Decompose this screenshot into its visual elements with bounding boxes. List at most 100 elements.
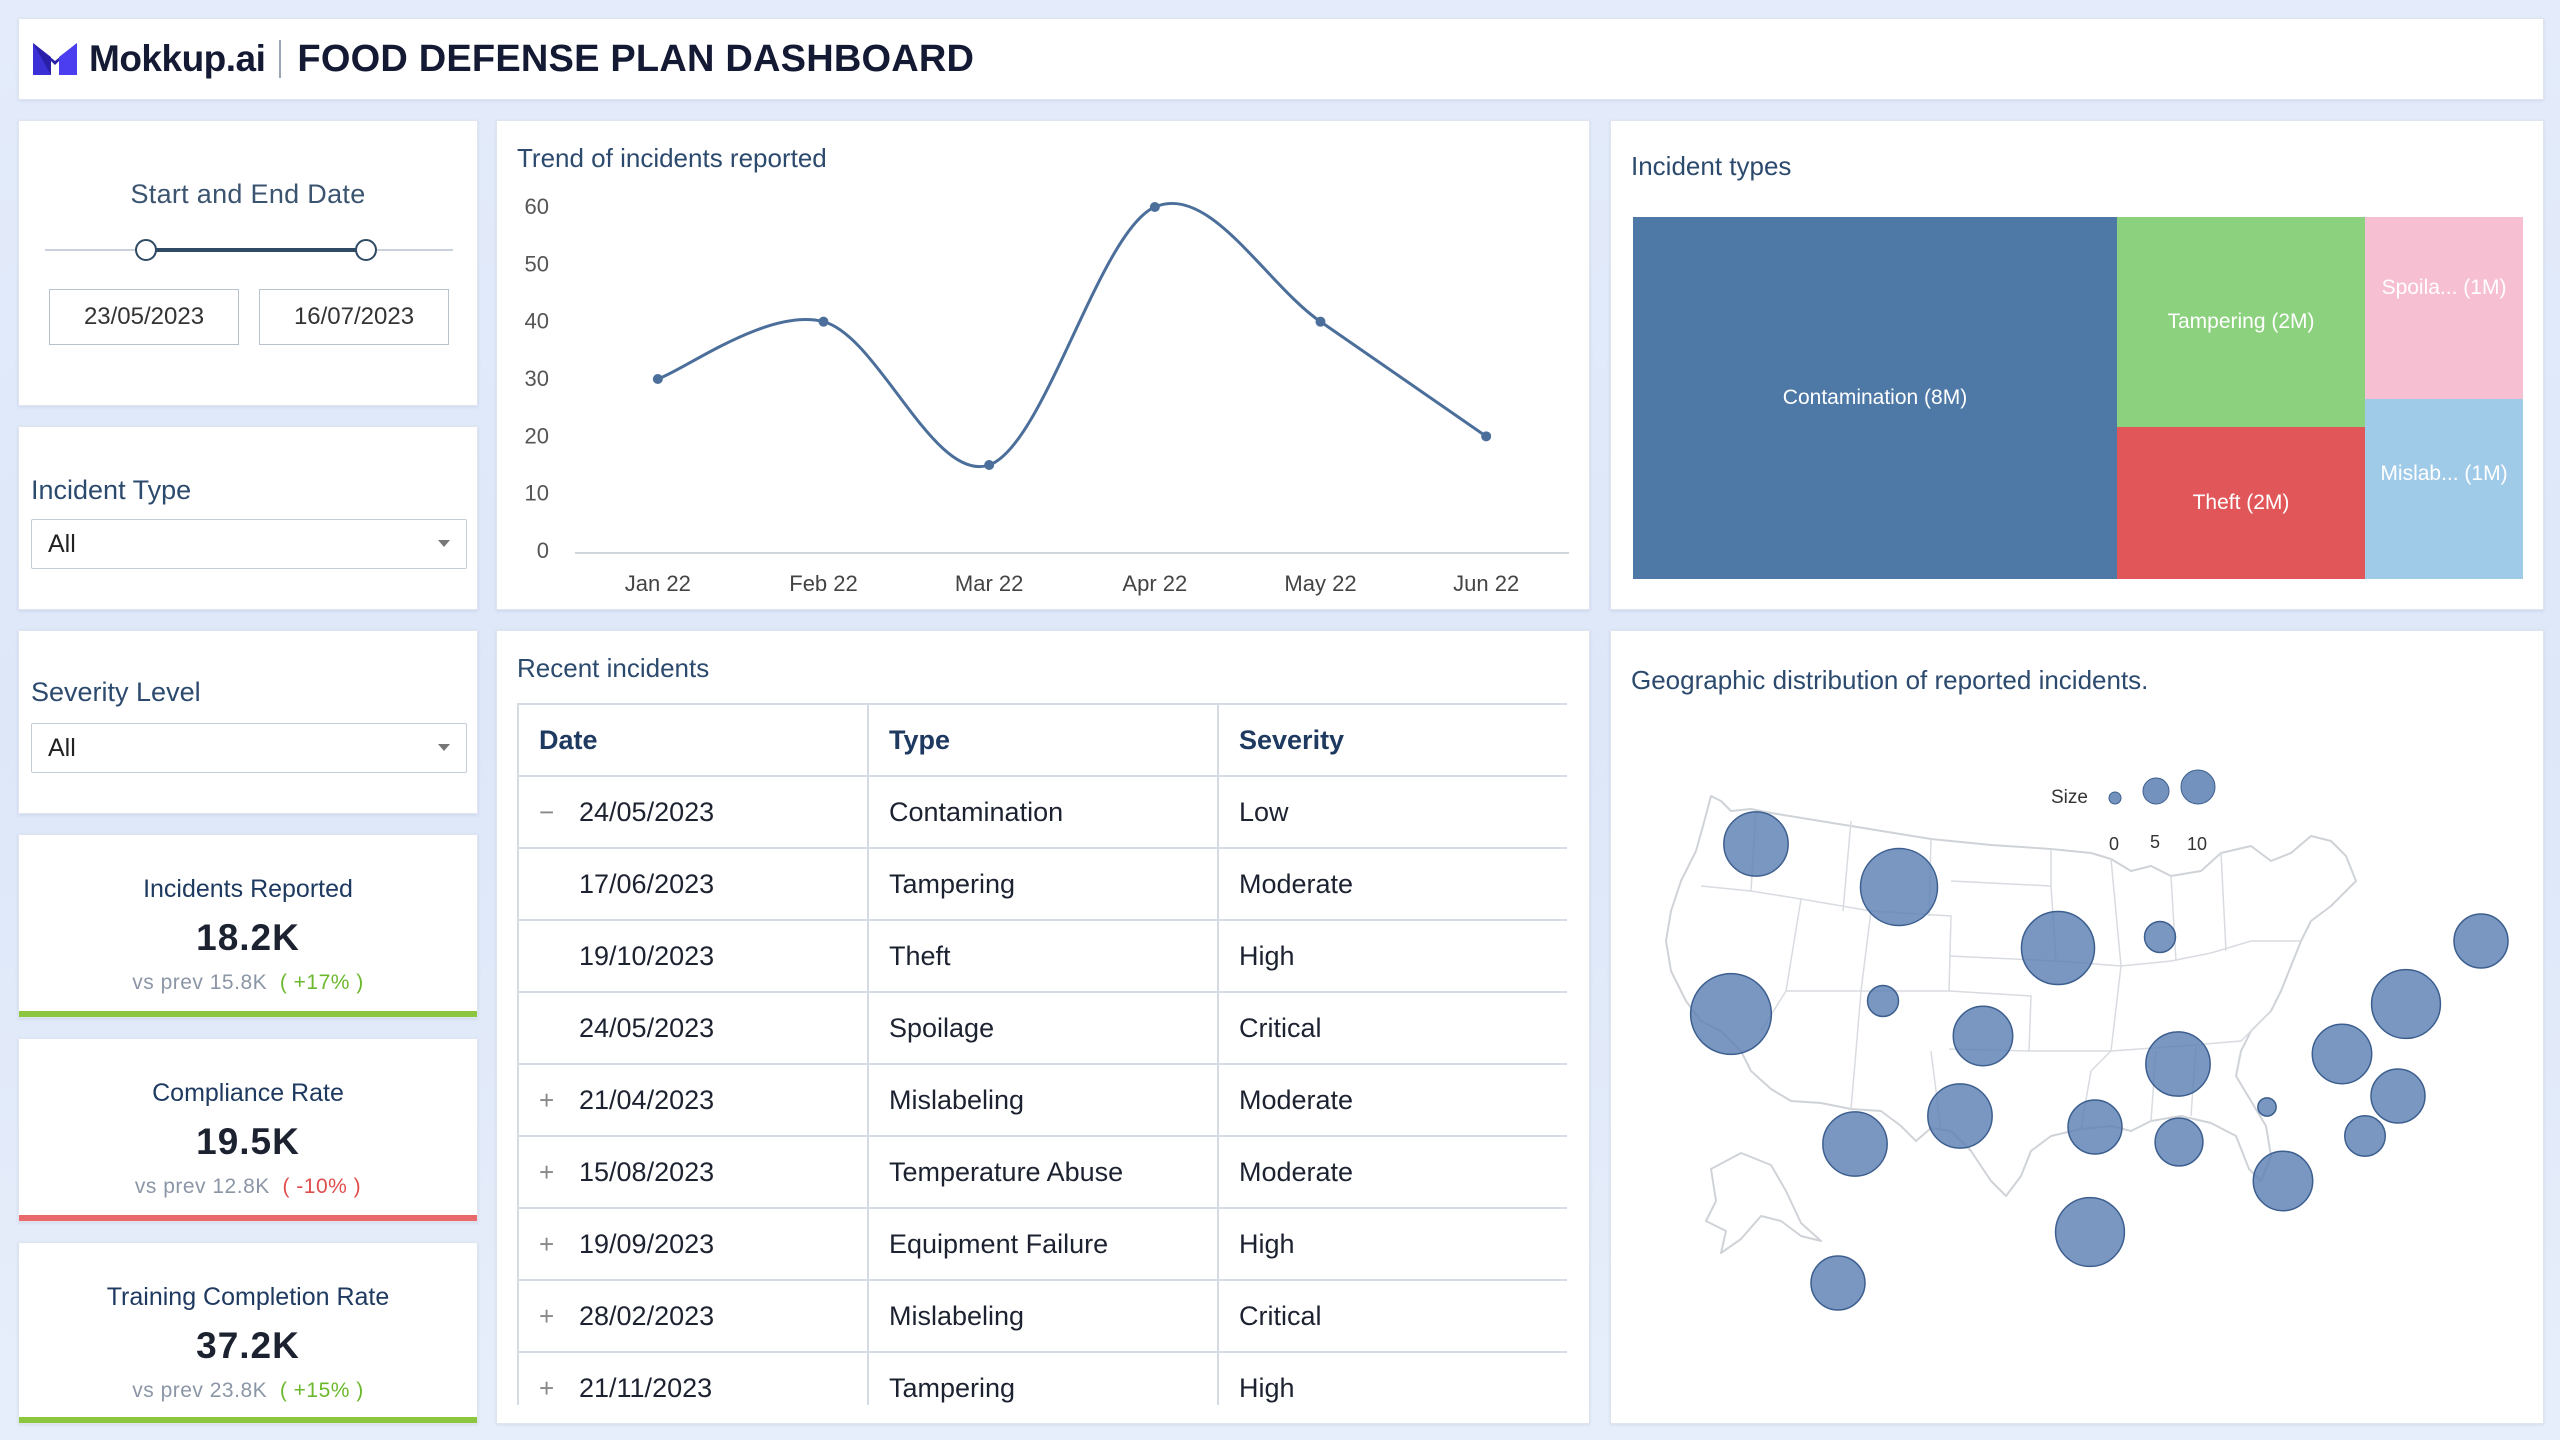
table-row[interactable]: +21/04/2023 Mislabeling Moderate — [517, 1063, 1567, 1137]
incident-type-label: Incident Type — [31, 475, 192, 505]
treemap-label: Tampering (2M) — [2167, 310, 2315, 333]
treemap-cell-tampering[interactable]: Tampering (2M) — [2117, 217, 2365, 427]
end-date-input[interactable]: 16/07/2023 — [259, 289, 449, 345]
cell-severity: High — [1217, 1207, 1567, 1281]
y-tick-label: 0 — [537, 538, 549, 563]
cell-type: Theft — [867, 919, 1219, 993]
expand-icon[interactable]: + — [539, 1372, 555, 1403]
severity-level-select[interactable]: All — [31, 723, 467, 773]
expand-icon[interactable]: + — [539, 1228, 555, 1259]
kpi-title: Training Completion Rate — [106, 1283, 390, 1311]
y-tick-label: 20 — [525, 423, 549, 448]
y-tick-label: 30 — [525, 366, 549, 391]
map-bubble[interactable] — [2453, 913, 2509, 969]
map-bubble[interactable] — [1866, 984, 1900, 1018]
trend-data-point[interactable] — [1315, 316, 1326, 327]
legend-bubble-medium — [2142, 777, 2170, 805]
treemap-cell-mislabeling[interactable]: Mislab... (1M) — [2365, 399, 2523, 579]
map-bubble[interactable] — [1810, 1255, 1866, 1311]
legend-title: Size — [2051, 787, 2088, 808]
legend-tick-10: 10 — [2187, 834, 2207, 854]
trend-data-point[interactable] — [984, 460, 995, 470]
kpi-prev-value: vs prev 12.8K — [134, 1175, 270, 1198]
geo-distribution-card: Geographic distribution of reported inci… — [1610, 630, 2544, 1424]
trend-data-point[interactable] — [652, 374, 663, 384]
size-legend: Size 0 5 10 — [2051, 769, 2216, 854]
recent-incidents-table-container[interactable]: Date Type Severity −24/05/2023 Contaminat… — [517, 703, 1567, 1405]
cell-date: −24/05/2023 — [517, 775, 869, 849]
kpi-title: Compliance Rate — [152, 1079, 344, 1107]
trend-data-point[interactable] — [1149, 202, 1160, 212]
date-slider-start-handle[interactable] — [135, 239, 157, 261]
cell-severity: Moderate — [1217, 1135, 1567, 1209]
header-divider — [279, 40, 282, 78]
column-header-type[interactable]: Type — [867, 703, 1219, 777]
trend-chart-card: Trend of incidents reported 0 10 20 30 40 50 6… — [496, 120, 1590, 610]
map-bubble[interactable] — [2252, 1150, 2314, 1212]
map-bubble[interactable] — [2370, 968, 2442, 1040]
trend-series-line — [657, 202, 1488, 469]
table-row[interactable]: +28/02/2023 Mislabeling Critical — [517, 1279, 1567, 1353]
map-bubble[interactable] — [1822, 1111, 1888, 1177]
table-row[interactable]: +19/09/2023 Equipment Failure High — [517, 1207, 1567, 1281]
map-bubble[interactable] — [2343, 1114, 2387, 1158]
map-bubble[interactable] — [2257, 1097, 2277, 1117]
table-row[interactable]: +21/11/2023 Tampering High — [517, 1351, 1567, 1405]
kpi-training-completion-rate: Training Completion Rate 37.2K vs prev 2… — [18, 1242, 478, 1424]
cell-type: Tampering — [867, 847, 1219, 921]
map-bubble[interactable] — [2154, 1117, 2204, 1167]
table-row[interactable]: 19/10/2023 Theft High — [517, 919, 1567, 993]
incident-type-select[interactable]: All — [31, 519, 467, 569]
map-bubble[interactable] — [1689, 972, 1773, 1056]
y-tick-label: 10 — [525, 481, 549, 506]
date-value: 21/04/2023 — [579, 1084, 715, 1115]
date-value: 15/08/2023 — [579, 1156, 715, 1187]
map-bubble[interactable] — [2370, 1068, 2426, 1124]
date-slider-end-handle[interactable] — [355, 239, 377, 261]
table-row[interactable]: 24/05/2023 Spoilage Critical — [517, 991, 1567, 1065]
expand-icon[interactable]: + — [539, 1156, 555, 1187]
table-row[interactable]: 17/06/2023 Tampering Moderate — [517, 847, 1567, 921]
date-value: 17/06/2023 — [579, 868, 715, 899]
x-tick-label: Jun 22 — [1453, 571, 1519, 596]
map-bubble[interactable] — [2054, 1196, 2126, 1268]
cell-date: +21/04/2023 — [517, 1063, 869, 1137]
trend-data-point[interactable] — [818, 316, 829, 327]
expand-icon[interactable]: + — [539, 1300, 555, 1331]
geo-distribution-title: Geographic distribution of reported inci… — [1631, 665, 2149, 695]
date-value: 19/10/2023 — [579, 940, 715, 971]
map-bubble[interactable] — [2067, 1099, 2123, 1155]
map-bubble[interactable] — [1927, 1083, 1993, 1149]
kpi-value: 37.2K — [196, 1325, 300, 1366]
table-row[interactable]: −24/05/2023 Contamination Low — [517, 775, 1567, 849]
cell-severity: High — [1217, 1351, 1567, 1405]
cell-date: +19/09/2023 — [517, 1207, 869, 1281]
legend-tick-5: 5 — [2150, 832, 2160, 852]
incident-types-card: Incident types Contamination (8M) Tamper… — [1610, 120, 2544, 610]
treemap-cell-theft[interactable]: Theft (2M) — [2117, 427, 2365, 579]
map-bubble[interactable] — [2020, 910, 2096, 986]
cell-date: +15/08/2023 — [517, 1135, 869, 1209]
expand-icon[interactable]: + — [539, 1084, 555, 1115]
map-bubble[interactable] — [1723, 811, 1789, 877]
treemap-cell-spoilage[interactable]: Spoila... (1M) — [2365, 217, 2523, 399]
table-row[interactable]: +15/08/2023 Temperature Abuse Moderate — [517, 1135, 1567, 1209]
date-value: 19/09/2023 — [579, 1228, 715, 1259]
map-bubble[interactable] — [1859, 847, 1939, 927]
map-bubble[interactable] — [1952, 1005, 2014, 1067]
start-date-input[interactable]: 23/05/2023 — [49, 289, 239, 345]
map-bubble[interactable] — [2143, 920, 2177, 954]
kpi-status-bar — [19, 1417, 477, 1423]
kpi-incidents-reported: Incidents Reported 18.2K vs prev 15.8K (… — [18, 834, 478, 1018]
map-bubble[interactable] — [2311, 1023, 2373, 1085]
collapse-icon[interactable]: − — [539, 796, 555, 827]
kpi-compliance-rate: Compliance Rate 19.5K vs prev 12.8K ( -1… — [18, 1038, 478, 1222]
map-bubble[interactable] — [2145, 1031, 2211, 1097]
trend-data-point[interactable] — [1481, 431, 1492, 442]
kpi-comparison: vs prev 12.8K ( -10% ) — [19, 1175, 477, 1199]
column-header-severity[interactable]: Severity — [1217, 703, 1567, 777]
severity-level-label: Severity Level — [31, 677, 201, 707]
column-header-date[interactable]: Date — [517, 703, 869, 777]
severity-level-filter: Severity Level All — [18, 630, 478, 814]
treemap-cell-contamination[interactable]: Contamination (8M) — [1633, 217, 2117, 579]
